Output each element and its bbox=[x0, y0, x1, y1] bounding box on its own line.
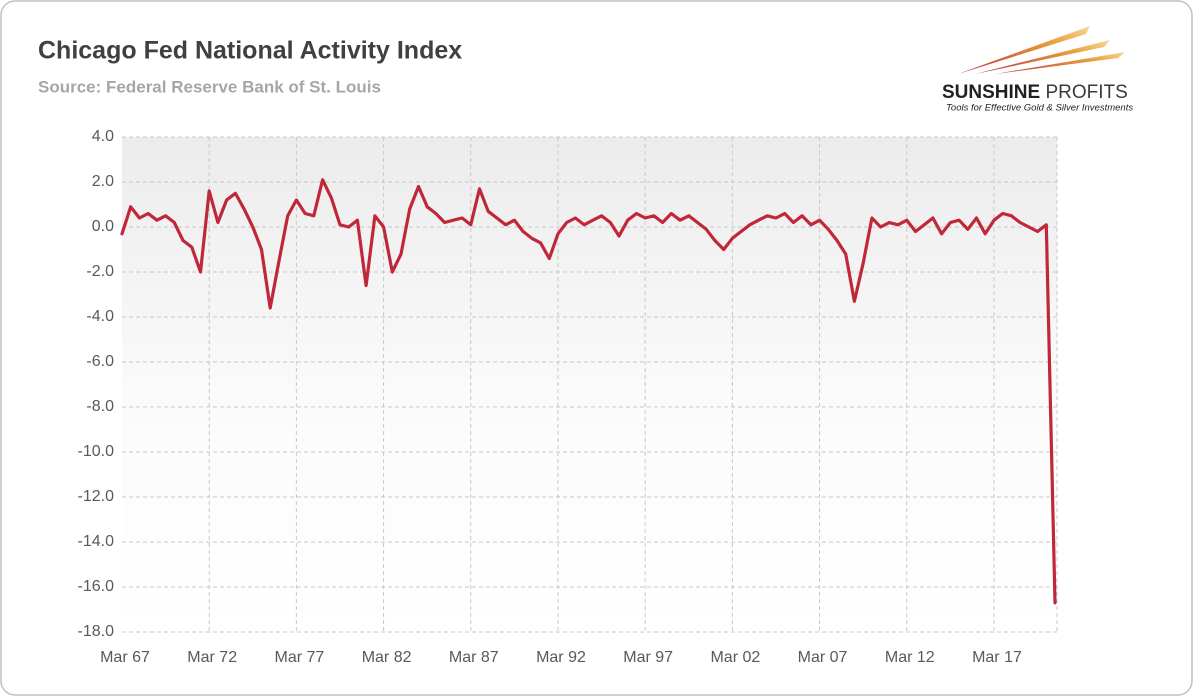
x-tick-label: Mar 72 bbox=[187, 649, 237, 666]
y-tick-label: -4.0 bbox=[86, 308, 114, 325]
x-tick-label: Mar 67 bbox=[100, 649, 150, 666]
y-tick-label: 0.0 bbox=[92, 218, 114, 235]
logo: SUNSHINE PROFITS Tools for Effective Gol… bbox=[942, 26, 1133, 114]
logo-ray bbox=[958, 26, 1090, 74]
plot-area bbox=[122, 137, 1057, 632]
chart-subtitle: Source: Federal Reserve Bank of St. Loui… bbox=[38, 77, 381, 96]
x-tick-label: Mar 87 bbox=[449, 649, 499, 666]
x-tick-label: Mar 02 bbox=[710, 649, 760, 666]
x-tick-label: Mar 07 bbox=[798, 649, 848, 666]
y-tick-label: 2.0 bbox=[92, 173, 114, 190]
x-tick-label: Mar 77 bbox=[274, 649, 324, 666]
y-tick-label: -16.0 bbox=[78, 578, 115, 595]
logo-name-bold: SUNSHINE bbox=[942, 82, 1040, 103]
logo-ray bbox=[995, 52, 1125, 74]
logo-ray bbox=[975, 40, 1110, 74]
x-tick-label: Mar 82 bbox=[362, 649, 412, 666]
logo-name: SUNSHINE PROFITS bbox=[942, 82, 1128, 103]
x-tick-label: Mar 97 bbox=[623, 649, 673, 666]
marks bbox=[120, 178, 1057, 605]
y-tick-label: -6.0 bbox=[86, 353, 114, 370]
series-line bbox=[120, 178, 1057, 605]
x-tick-label: Mar 17 bbox=[972, 649, 1022, 666]
y-tick-label: -14.0 bbox=[78, 533, 115, 550]
y-tick-label: -12.0 bbox=[78, 488, 115, 505]
x-tick-label: Mar 12 bbox=[885, 649, 935, 666]
logo-name-light: PROFITS bbox=[1045, 82, 1127, 103]
y-tick-label: -2.0 bbox=[86, 263, 114, 280]
chart-title: Chicago Fed National Activity Index bbox=[38, 37, 462, 65]
y-tick-label: -8.0 bbox=[86, 398, 114, 415]
y-tick-label: -10.0 bbox=[78, 443, 115, 460]
x-tick-label: Mar 92 bbox=[536, 649, 586, 666]
y-tick-label: -18.0 bbox=[78, 623, 115, 640]
logo-tagline: Tools for Effective Gold & Silver Invest… bbox=[946, 103, 1133, 114]
grid: 4.0 2.0 0.0 -2.0 -4.0 -6.0 -8.0 -10.0 -12.0 -14.0… bbox=[78, 128, 1058, 666]
y-tick-label: 4.0 bbox=[92, 128, 114, 145]
